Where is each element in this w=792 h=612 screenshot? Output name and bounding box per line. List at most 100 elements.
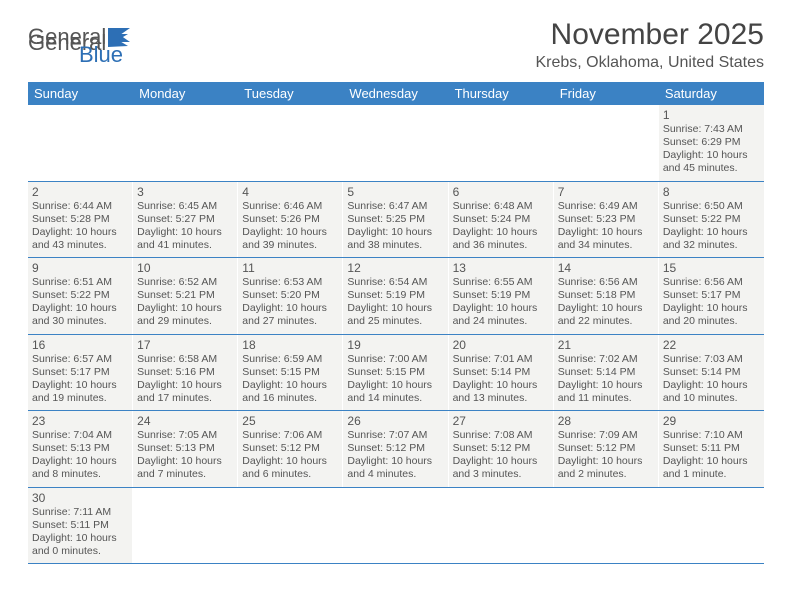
calendar-cell (659, 488, 764, 564)
day-info: Sunrise: 6:51 AMSunset: 5:22 PMDaylight:… (32, 276, 128, 329)
day-info: Sunrise: 6:54 AMSunset: 5:19 PMDaylight:… (347, 276, 443, 329)
day-number: 19 (347, 338, 443, 352)
calendar-cell: 13Sunrise: 6:55 AMSunset: 5:19 PMDayligh… (449, 258, 554, 334)
day-number: 12 (347, 261, 443, 275)
weekday-header: Sunday Monday Tuesday Wednesday Thursday… (28, 82, 764, 105)
calendar-cell: 19Sunrise: 7:00 AMSunset: 5:15 PMDayligh… (343, 335, 448, 411)
calendar-cell: 18Sunrise: 6:59 AMSunset: 5:15 PMDayligh… (238, 335, 343, 411)
day-info: Sunrise: 7:00 AMSunset: 5:15 PMDaylight:… (347, 353, 443, 406)
day-number: 23 (32, 414, 128, 428)
day-info: Sunrise: 7:01 AMSunset: 5:14 PMDaylight:… (453, 353, 549, 406)
day-number: 24 (137, 414, 233, 428)
day-info: Sunrise: 7:07 AMSunset: 5:12 PMDaylight:… (347, 429, 443, 482)
day-info: Sunrise: 6:47 AMSunset: 5:25 PMDaylight:… (347, 200, 443, 253)
calendar-cell: 10Sunrise: 6:52 AMSunset: 5:21 PMDayligh… (133, 258, 238, 334)
weekday-friday: Friday (554, 82, 659, 105)
calendar-cell: 24Sunrise: 7:05 AMSunset: 5:13 PMDayligh… (133, 411, 238, 487)
calendar-cell: 16Sunrise: 6:57 AMSunset: 5:17 PMDayligh… (28, 335, 133, 411)
location-label: Krebs, Oklahoma, United States (535, 54, 764, 72)
calendar-cell: 28Sunrise: 7:09 AMSunset: 5:12 PMDayligh… (554, 411, 659, 487)
day-info: Sunrise: 7:09 AMSunset: 5:12 PMDaylight:… (558, 429, 654, 482)
day-info: Sunrise: 7:04 AMSunset: 5:13 PMDaylight:… (32, 429, 128, 482)
logo-text-blue: Blue (79, 42, 123, 67)
weekday-monday: Monday (133, 82, 238, 105)
day-number: 9 (32, 261, 128, 275)
calendar-cell: 7Sunrise: 6:49 AMSunset: 5:23 PMDaylight… (554, 182, 659, 258)
day-info: Sunrise: 6:57 AMSunset: 5:17 PMDaylight:… (32, 353, 128, 406)
day-number: 20 (453, 338, 549, 352)
day-info: Sunrise: 7:10 AMSunset: 5:11 PMDaylight:… (663, 429, 760, 482)
calendar-cell: 27Sunrise: 7:08 AMSunset: 5:12 PMDayligh… (449, 411, 554, 487)
day-number: 15 (663, 261, 760, 275)
day-info: Sunrise: 6:48 AMSunset: 5:24 PMDaylight:… (453, 200, 549, 253)
day-number: 27 (453, 414, 549, 428)
day-number: 14 (558, 261, 654, 275)
month-title: November 2025 (535, 18, 764, 52)
calendar-cell: 14Sunrise: 6:56 AMSunset: 5:18 PMDayligh… (554, 258, 659, 334)
day-number: 5 (347, 185, 443, 199)
calendar-cell: 26Sunrise: 7:07 AMSunset: 5:12 PMDayligh… (343, 411, 448, 487)
day-info: Sunrise: 7:11 AMSunset: 5:11 PMDaylight:… (32, 506, 128, 559)
day-number: 4 (242, 185, 338, 199)
calendar-cell: 17Sunrise: 6:58 AMSunset: 5:16 PMDayligh… (133, 335, 238, 411)
calendar-cell: 6Sunrise: 6:48 AMSunset: 5:24 PMDaylight… (449, 182, 554, 258)
day-number: 2 (32, 185, 128, 199)
calendar-cell: 20Sunrise: 7:01 AMSunset: 5:14 PMDayligh… (449, 335, 554, 411)
weekday-saturday: Saturday (659, 82, 764, 105)
calendar-cell: 21Sunrise: 7:02 AMSunset: 5:14 PMDayligh… (554, 335, 659, 411)
weekday-wednesday: Wednesday (343, 82, 448, 105)
day-info: Sunrise: 6:58 AMSunset: 5:16 PMDaylight:… (137, 353, 233, 406)
weekday-sunday: Sunday (28, 82, 133, 105)
calendar-cell (343, 105, 448, 181)
calendar-week: 30Sunrise: 7:11 AMSunset: 5:11 PMDayligh… (28, 488, 764, 565)
day-info: Sunrise: 6:56 AMSunset: 5:18 PMDaylight:… (558, 276, 654, 329)
day-info: Sunrise: 7:03 AMSunset: 5:14 PMDaylight:… (663, 353, 760, 406)
day-number: 28 (558, 414, 654, 428)
calendar-cell: 4Sunrise: 6:46 AMSunset: 5:26 PMDaylight… (238, 182, 343, 258)
calendar-cell: 25Sunrise: 7:06 AMSunset: 5:12 PMDayligh… (238, 411, 343, 487)
day-info: Sunrise: 6:50 AMSunset: 5:22 PMDaylight:… (663, 200, 760, 253)
calendar: Sunday Monday Tuesday Wednesday Thursday… (28, 82, 764, 564)
calendar-cell: 5Sunrise: 6:47 AMSunset: 5:25 PMDaylight… (343, 182, 448, 258)
day-number: 8 (663, 185, 760, 199)
day-info: Sunrise: 6:52 AMSunset: 5:21 PMDaylight:… (137, 276, 233, 329)
day-number: 30 (32, 491, 128, 505)
day-info: Sunrise: 6:55 AMSunset: 5:19 PMDaylight:… (453, 276, 549, 329)
day-info: Sunrise: 7:08 AMSunset: 5:12 PMDaylight:… (453, 429, 549, 482)
title-block: November 2025 Krebs, Oklahoma, United St… (535, 18, 764, 72)
day-number: 7 (558, 185, 654, 199)
logo-text-blue-wrap: Blue (78, 42, 123, 68)
day-number: 16 (32, 338, 128, 352)
day-number: 17 (137, 338, 233, 352)
calendar-cell (238, 488, 343, 564)
day-number: 22 (663, 338, 760, 352)
day-info: Sunrise: 6:49 AMSunset: 5:23 PMDaylight:… (558, 200, 654, 253)
calendar-cell (133, 488, 238, 564)
calendar-cell (554, 105, 659, 181)
calendar-cell: 8Sunrise: 6:50 AMSunset: 5:22 PMDaylight… (659, 182, 764, 258)
calendar-cell: 9Sunrise: 6:51 AMSunset: 5:22 PMDaylight… (28, 258, 133, 334)
day-number: 11 (242, 261, 338, 275)
calendar-cell (238, 105, 343, 181)
calendar-cell: 29Sunrise: 7:10 AMSunset: 5:11 PMDayligh… (659, 411, 764, 487)
day-info: Sunrise: 6:53 AMSunset: 5:20 PMDaylight:… (242, 276, 338, 329)
day-info: Sunrise: 7:05 AMSunset: 5:13 PMDaylight:… (137, 429, 233, 482)
calendar-week: 1Sunrise: 7:43 AMSunset: 6:29 PMDaylight… (28, 105, 764, 182)
day-info: Sunrise: 7:02 AMSunset: 5:14 PMDaylight:… (558, 353, 654, 406)
calendar-cell: 2Sunrise: 6:44 AMSunset: 5:28 PMDaylight… (28, 182, 133, 258)
calendar-cell: 22Sunrise: 7:03 AMSunset: 5:14 PMDayligh… (659, 335, 764, 411)
day-number: 21 (558, 338, 654, 352)
calendar-cell: 12Sunrise: 6:54 AMSunset: 5:19 PMDayligh… (343, 258, 448, 334)
calendar-cell: 30Sunrise: 7:11 AMSunset: 5:11 PMDayligh… (28, 488, 133, 564)
calendar-week: 9Sunrise: 6:51 AMSunset: 5:22 PMDaylight… (28, 258, 764, 335)
calendar-week: 16Sunrise: 6:57 AMSunset: 5:17 PMDayligh… (28, 335, 764, 412)
day-number: 29 (663, 414, 760, 428)
header: General November 2025 Krebs, Oklahoma, U… (28, 18, 764, 72)
day-number: 1 (663, 108, 760, 122)
day-number: 18 (242, 338, 338, 352)
calendar-cell (449, 105, 554, 181)
calendar-cell (133, 105, 238, 181)
calendar-week: 23Sunrise: 7:04 AMSunset: 5:13 PMDayligh… (28, 411, 764, 488)
calendar-cell (449, 488, 554, 564)
calendar-week: 2Sunrise: 6:44 AMSunset: 5:28 PMDaylight… (28, 182, 764, 259)
